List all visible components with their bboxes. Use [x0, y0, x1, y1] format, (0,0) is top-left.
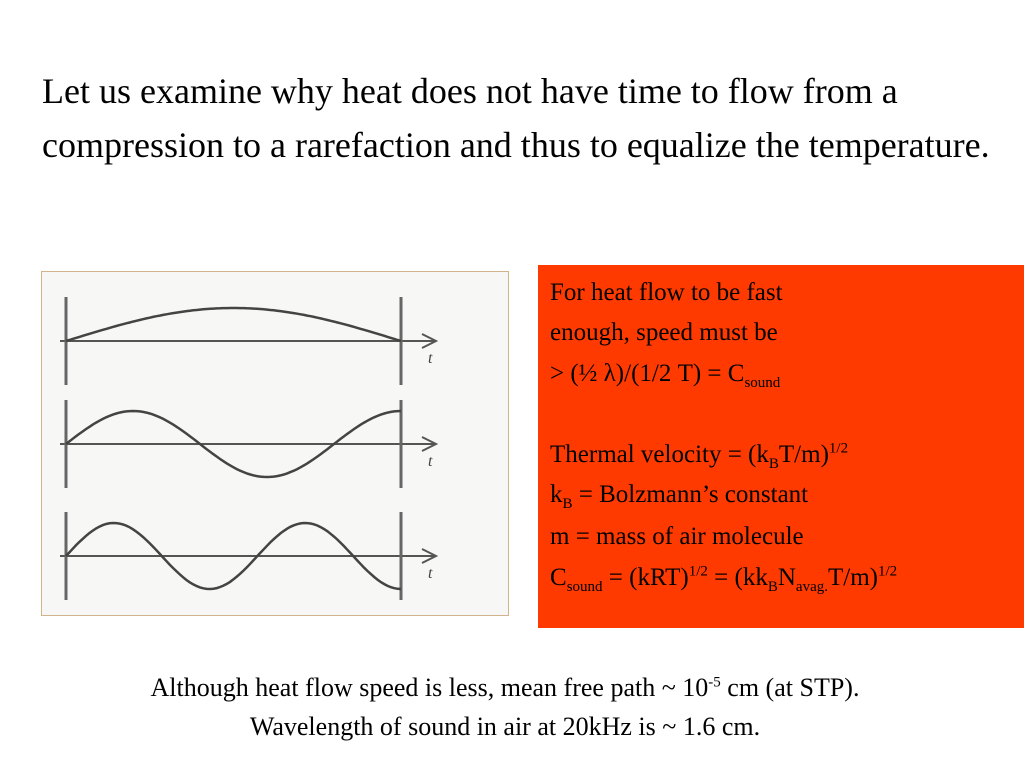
- text: = (kRT): [602, 564, 689, 591]
- heading: Let us examine why heat does not have ti…: [42, 71, 990, 165]
- box-line: For heat flow to be fast: [550, 278, 783, 308]
- subscript: B: [768, 456, 779, 472]
- text: k: [550, 481, 563, 508]
- text: T/m): [778, 441, 829, 468]
- text: For heat flow to be fast: [550, 279, 783, 306]
- box-line: enough, speed must be: [550, 318, 778, 348]
- wave: [65, 306, 402, 343]
- box-line: kB = Bolzmann’s constant: [550, 480, 809, 512]
- axis-arrow: [421, 548, 439, 564]
- text: Thermal velocity = (k: [550, 441, 769, 468]
- text: = (kk: [707, 564, 768, 591]
- superscript: -5: [708, 674, 721, 691]
- footer-line: Although heat flow speed is less, mean f…: [0, 668, 1010, 707]
- subscript: B: [767, 579, 778, 595]
- axis-label: t: [428, 565, 433, 582]
- text: = Bolzmann’s constant: [572, 481, 809, 508]
- text: enough, speed must be: [550, 319, 778, 346]
- text: C: [550, 564, 567, 591]
- text: T/m): [828, 564, 878, 591]
- wave-figure: t t t: [41, 271, 509, 616]
- subscript: sound: [566, 579, 603, 595]
- box-line: Csound = (kRT)1/2 = (kkBNavag.T/m)1/2: [550, 563, 898, 595]
- subscript: B: [562, 496, 573, 512]
- subscript: sound: [744, 375, 781, 391]
- box-line: Thermal velocity = (kBT/m)1/2: [550, 440, 849, 472]
- box-line: m = mass of air molecule: [550, 522, 804, 552]
- axis-arrow: [421, 436, 439, 452]
- text: > (½ λ)/(1/2 T) = C: [550, 360, 745, 387]
- axis-label: t: [428, 350, 433, 367]
- text: m = mass of air molecule: [550, 523, 804, 550]
- subscript: avag.: [795, 579, 828, 595]
- footer: Although heat flow speed is less, mean f…: [0, 668, 1010, 746]
- text: N: [777, 564, 796, 591]
- text: cm (at STP).: [720, 673, 860, 702]
- wave: [65, 521, 402, 591]
- axis-label: t: [428, 453, 433, 470]
- axis-arrow: [421, 333, 439, 349]
- text: Although heat flow speed is less, mean f…: [150, 673, 709, 702]
- wave: [65, 409, 402, 479]
- note-box: For heat flow to be fast enough, speed m…: [538, 265, 1024, 628]
- superscript: 1/2: [688, 563, 708, 580]
- superscript: 1/2: [878, 563, 898, 580]
- wave-drawing: t t t: [60, 297, 439, 600]
- box-line: > (½ λ)/(1/2 T) = Csound: [550, 359, 781, 391]
- footer-line: Wavelength of sound in air at 20kHz is ~…: [249, 712, 761, 741]
- superscript: 1/2: [828, 440, 849, 457]
